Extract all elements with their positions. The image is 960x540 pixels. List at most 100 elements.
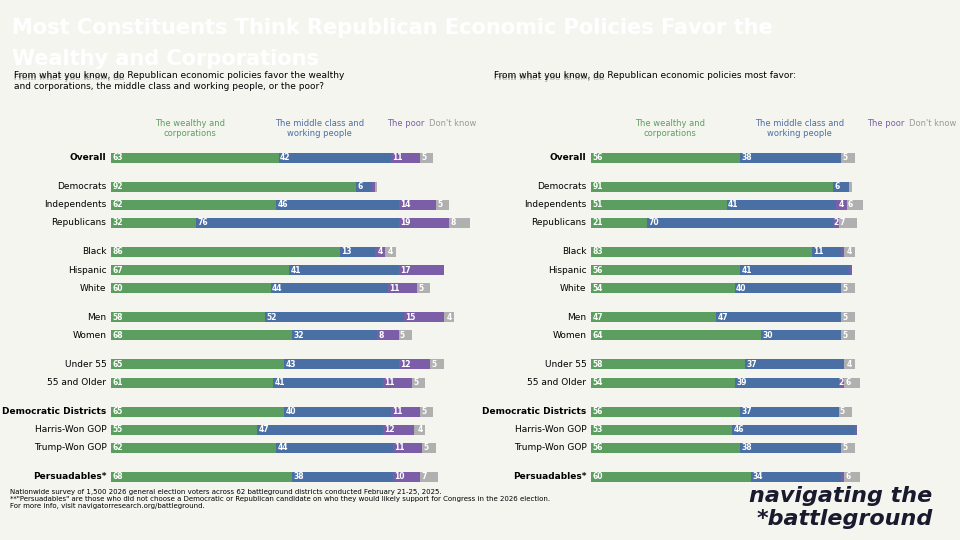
Text: 30: 30 xyxy=(763,331,773,340)
Text: 19: 19 xyxy=(400,218,410,227)
Text: 40: 40 xyxy=(285,407,296,416)
Text: Black: Black xyxy=(562,247,587,256)
Bar xyxy=(356,181,372,192)
Text: Democratic Districts: Democratic Districts xyxy=(482,407,587,416)
Text: Independents: Independents xyxy=(524,200,587,209)
Bar xyxy=(591,425,732,435)
Bar xyxy=(844,247,854,257)
Text: 2: 2 xyxy=(833,218,838,227)
Text: 54: 54 xyxy=(592,378,603,387)
Text: 14: 14 xyxy=(400,200,410,209)
Text: 60: 60 xyxy=(592,472,603,482)
Text: 44: 44 xyxy=(272,284,282,293)
Text: The wealthy and
corporations: The wealthy and corporations xyxy=(156,119,225,138)
Text: 37: 37 xyxy=(741,407,752,416)
Text: Trump-Won GOP: Trump-Won GOP xyxy=(34,443,107,453)
Bar xyxy=(841,283,854,293)
Bar xyxy=(292,472,394,482)
Bar xyxy=(111,153,278,163)
Text: 53: 53 xyxy=(592,425,603,434)
Text: Men: Men xyxy=(567,313,587,322)
Bar xyxy=(278,153,391,163)
Text: 11: 11 xyxy=(392,153,402,162)
Text: The wealthy and
corporations: The wealthy and corporations xyxy=(636,119,705,138)
Text: Women: Women xyxy=(72,331,107,340)
Text: 5: 5 xyxy=(413,378,419,387)
Text: Republicans: Republicans xyxy=(52,218,107,227)
Text: The middle class and
working people: The middle class and working people xyxy=(755,119,844,138)
Text: 5: 5 xyxy=(432,360,437,369)
Text: 63: 63 xyxy=(112,153,123,162)
Text: Harris-Won GOP: Harris-Won GOP xyxy=(35,425,107,434)
Bar xyxy=(449,218,470,228)
Bar xyxy=(111,218,196,228)
Bar xyxy=(841,330,854,340)
Text: 32: 32 xyxy=(294,331,304,340)
Bar xyxy=(761,330,841,340)
Bar xyxy=(418,283,430,293)
Text: Most Constituents Think Republican Economic Policies Favor the: Most Constituents Think Republican Econo… xyxy=(12,17,773,38)
Bar xyxy=(374,247,385,257)
Bar xyxy=(839,377,844,388)
Bar xyxy=(111,330,292,340)
Bar xyxy=(591,377,734,388)
Text: 41: 41 xyxy=(291,266,301,274)
Text: Overall: Overall xyxy=(70,153,107,162)
Text: 11: 11 xyxy=(392,407,402,416)
Text: 56: 56 xyxy=(592,407,603,416)
Text: 46: 46 xyxy=(277,200,288,209)
Text: Trump-Won GOP: Trump-Won GOP xyxy=(514,443,587,453)
Bar xyxy=(740,443,841,453)
Bar xyxy=(420,153,433,163)
Text: 92: 92 xyxy=(112,182,123,191)
Text: 13: 13 xyxy=(342,247,351,256)
Text: 5: 5 xyxy=(840,407,845,416)
Text: 5: 5 xyxy=(419,284,423,293)
Text: 5: 5 xyxy=(400,331,405,340)
Text: 38: 38 xyxy=(741,153,752,162)
Text: From what you know, do Republican: From what you know, do Republican xyxy=(494,72,658,82)
Text: 11: 11 xyxy=(384,378,395,387)
Text: 4: 4 xyxy=(377,247,382,256)
Text: 6: 6 xyxy=(846,378,851,387)
Text: 7: 7 xyxy=(840,218,846,227)
Text: 4: 4 xyxy=(388,247,394,256)
Bar xyxy=(847,200,862,210)
Bar xyxy=(391,407,420,417)
Bar xyxy=(398,330,412,340)
Text: Don't know: Don't know xyxy=(429,119,476,128)
Text: 15: 15 xyxy=(405,313,416,322)
Bar xyxy=(591,472,751,482)
Text: Nationwide survey of 1,500 2026 general election voters across 62 battleground d: Nationwide survey of 1,500 2026 general … xyxy=(10,489,550,509)
Bar xyxy=(111,425,257,435)
Text: 37: 37 xyxy=(747,360,757,369)
Bar xyxy=(276,200,398,210)
Bar xyxy=(111,200,276,210)
Text: Republicans: Republicans xyxy=(532,218,587,227)
Text: 44: 44 xyxy=(277,443,288,453)
Text: Harris-Won GOP: Harris-Won GOP xyxy=(515,425,587,434)
Bar xyxy=(751,472,841,482)
Bar xyxy=(111,265,289,275)
Bar xyxy=(841,472,844,482)
Text: 52: 52 xyxy=(267,313,277,322)
Text: 4: 4 xyxy=(847,247,852,256)
Text: The poor: The poor xyxy=(867,119,904,128)
Bar xyxy=(415,425,425,435)
Text: 4: 4 xyxy=(839,200,844,209)
Bar xyxy=(591,407,740,417)
Bar xyxy=(377,330,398,340)
Text: Under 55: Under 55 xyxy=(544,360,587,369)
Text: 5: 5 xyxy=(843,313,848,322)
Text: 10: 10 xyxy=(395,472,405,482)
Text: 76: 76 xyxy=(198,218,208,227)
Text: 86: 86 xyxy=(112,247,123,256)
Bar xyxy=(292,330,377,340)
Text: 11: 11 xyxy=(389,284,399,293)
Bar xyxy=(734,283,841,293)
Text: From what you know, do Republican: From what you know, do Republican xyxy=(14,72,178,82)
Text: 54: 54 xyxy=(592,284,603,293)
Text: Women: Women xyxy=(552,331,587,340)
Text: 38: 38 xyxy=(294,472,304,482)
Bar xyxy=(111,312,265,322)
